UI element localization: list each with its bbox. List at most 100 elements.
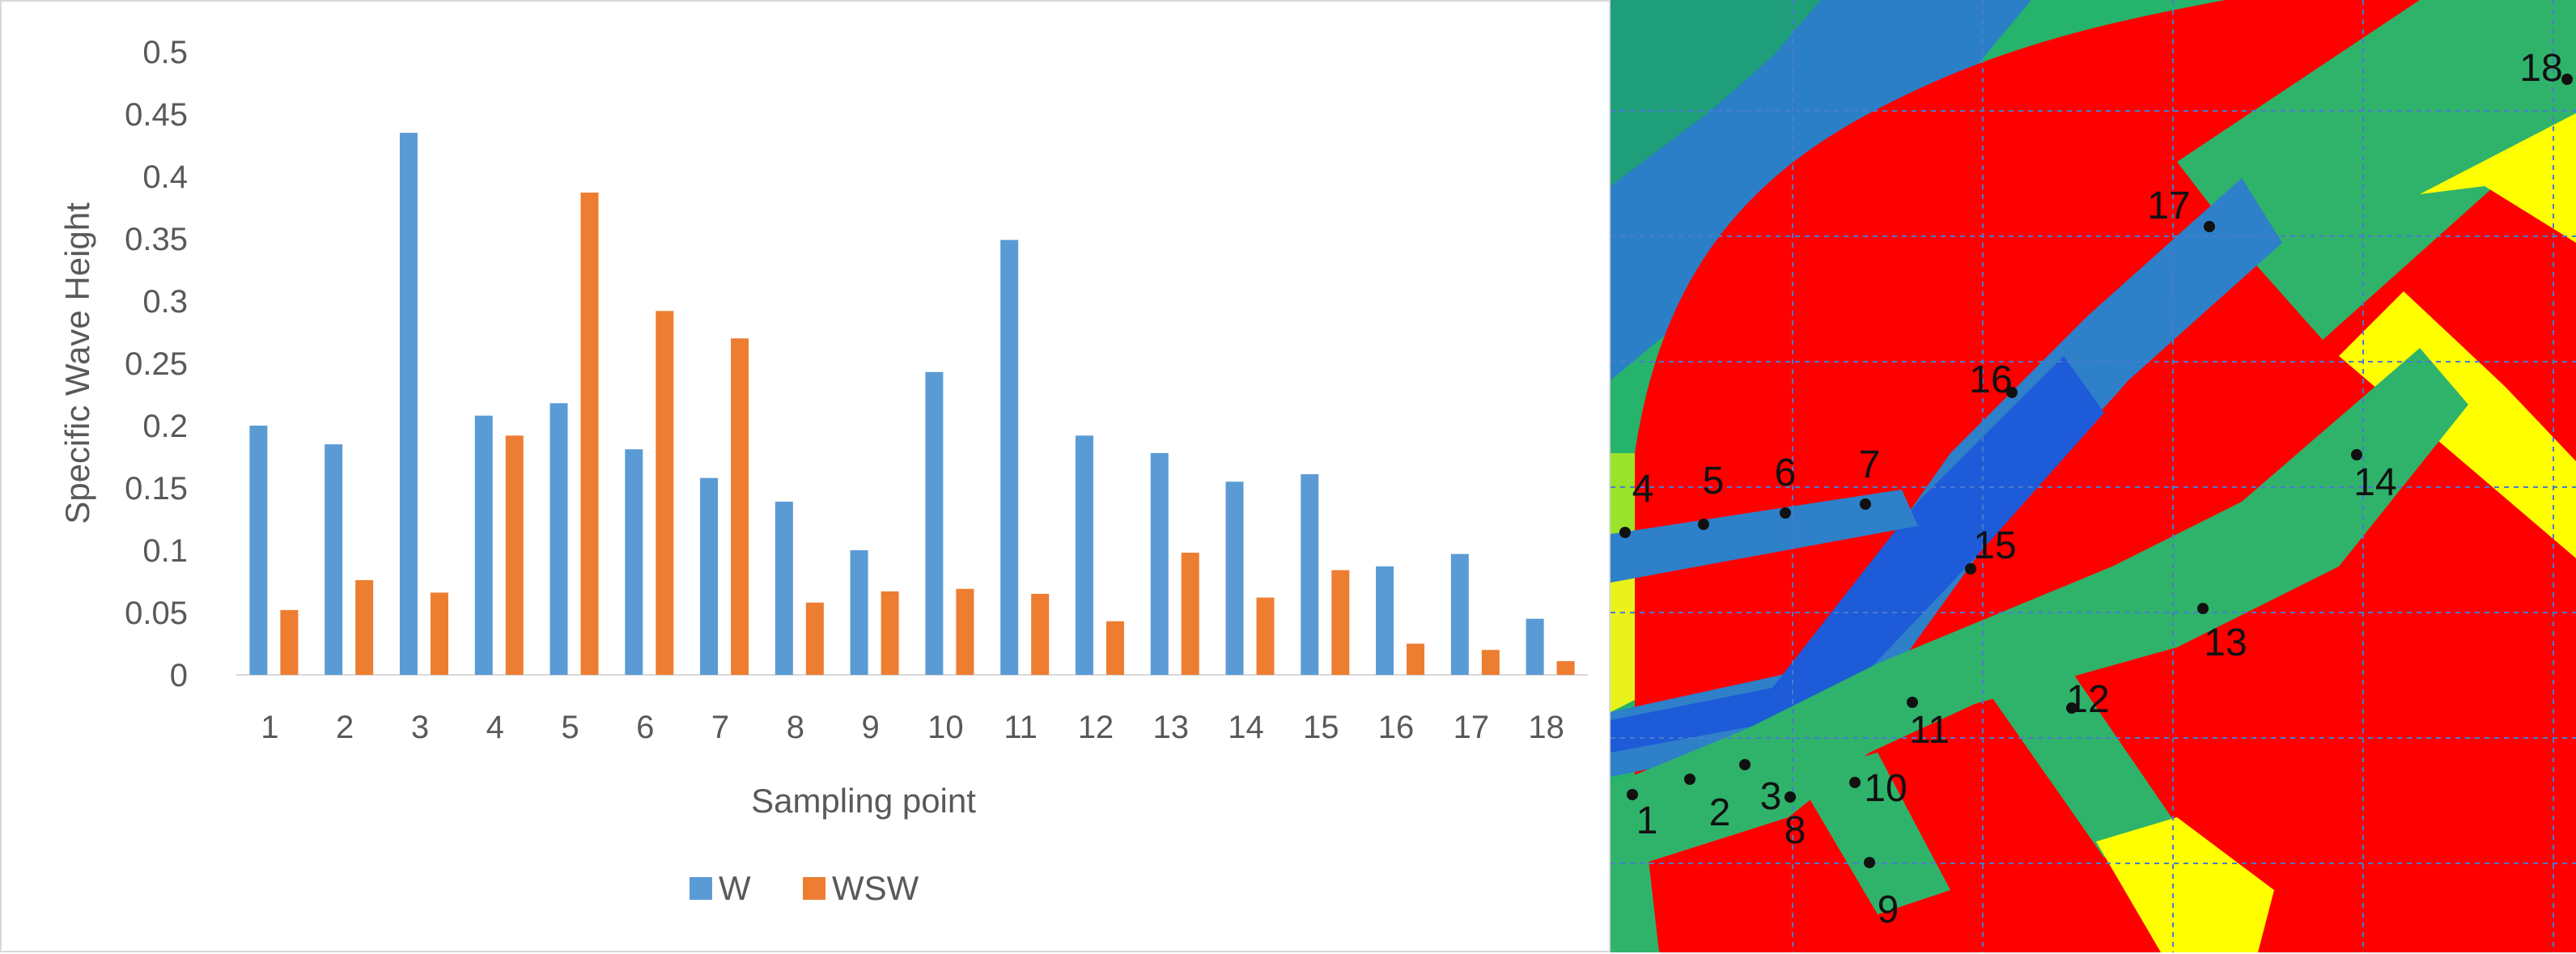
y-tick-label: 0.1 [142, 533, 188, 569]
bar-w-5 [550, 403, 568, 675]
map-grid [1611, 0, 2576, 952]
bar-w-2 [325, 444, 343, 675]
bar-w-17 [1450, 553, 1469, 675]
bar-wsw-17 [1481, 650, 1500, 675]
sampling-point-8 [1785, 791, 1796, 803]
sampling-point-12 [2066, 702, 2077, 714]
bar-chart: 0 0.05 0.1 0.15 0.2 0.25 0.3 0.35 0.4 0.45 0.5 Spec… [58, 35, 1588, 907]
map-panel: 1 2 3 4 5 6 7 8 9 10 11 12 13 14 15 16 17 18 [1611, 0, 2576, 952]
bar-wsw-13 [1181, 553, 1199, 675]
y-tick-label: 0.45 [125, 97, 188, 133]
bar-w-18 [1526, 618, 1544, 675]
sampling-point-label-11: 11 [1909, 709, 1950, 752]
bar-wsw-9 [881, 591, 899, 675]
sampling-point-16 [2006, 387, 2018, 398]
y-axis-title: Specific Wave Height [58, 202, 96, 524]
bar-w-13 [1150, 452, 1169, 675]
sampling-point-label-17: 17 [2147, 184, 2190, 227]
bar-w-6 [625, 449, 643, 675]
legend-swatch-wsw [803, 877, 825, 900]
bar-w-3 [399, 133, 418, 676]
x-tick-label: 9 [861, 710, 879, 745]
bar-w-11 [1000, 240, 1019, 675]
sampling-point-1 [1627, 789, 1638, 800]
legend-label-wsw: WSW [832, 869, 919, 907]
sampling-point-label-14: 14 [2353, 461, 2396, 504]
bar-wsw-6 [656, 311, 674, 675]
x-tick-label: 17 [1454, 710, 1490, 745]
bar-w-16 [1376, 566, 1394, 675]
sampling-point-label-3: 3 [1760, 775, 1782, 818]
bar-w-7 [700, 477, 719, 675]
x-tick-label: 1 [261, 710, 278, 745]
yellow-band-east [2339, 291, 2576, 558]
x-tick-label: 8 [787, 710, 804, 745]
sampling-point-5 [1698, 519, 1709, 530]
chart-panel: 0 0.05 0.1 0.15 0.2 0.25 0.3 0.35 0.4 0.45 0.5 Spec… [0, 0, 1611, 952]
x-tick-label: 2 [336, 710, 354, 745]
sampling-point-2 [1684, 774, 1695, 785]
channel-deep [1611, 356, 2104, 753]
y-tick-label: 0.25 [125, 346, 188, 382]
sampling-point-label-5: 5 [1703, 460, 1725, 502]
sampling-point-label-1: 1 [1636, 799, 1658, 842]
y-tick-label: 0 [170, 658, 188, 693]
sampling-point-18 [2561, 74, 2573, 85]
bar-w-14 [1225, 481, 1244, 675]
y-tick-label: 0.15 [125, 471, 188, 507]
green-breakwater [1611, 348, 2468, 874]
sampling-point-11 [1907, 697, 1918, 708]
x-tick-label: 7 [711, 710, 729, 745]
bar-w-1 [249, 426, 268, 675]
bar-wsw-4 [505, 435, 524, 675]
sampling-point-label-7: 7 [1859, 443, 1881, 486]
bar-wsw-2 [355, 579, 374, 675]
sampling-point-13 [2197, 603, 2209, 614]
y-tick-label: 0.4 [142, 159, 188, 195]
y-tick-label: 0.3 [142, 284, 188, 320]
bar-w-15 [1301, 474, 1319, 675]
water-region-teal [1611, 0, 1821, 186]
sampling-point-17 [2204, 221, 2215, 232]
y-tick-label: 0.05 [125, 596, 188, 631]
bar-wsw-12 [1106, 621, 1124, 675]
y-tick-label: 0.5 [142, 35, 188, 70]
x-axis-title: Sampling point [751, 782, 976, 820]
green-pier-west [1797, 753, 1950, 914]
bar-wsw-3 [430, 592, 448, 675]
bar-wsw-1 [280, 609, 299, 675]
green-shore-sw [1611, 809, 1659, 952]
x-tick-label: 10 [927, 710, 964, 745]
y-tick-label: 0.2 [142, 409, 188, 444]
x-tick-label: 11 [1004, 710, 1038, 745]
bar-w-10 [925, 371, 944, 675]
bar-w-8 [774, 501, 793, 675]
sampling-point-9 [1864, 857, 1875, 868]
side-channel [1611, 490, 1918, 583]
sampling-point-label-12: 12 [2066, 678, 2109, 721]
bar-wsw-16 [1407, 643, 1425, 675]
bar-wsw-5 [580, 193, 599, 675]
sampling-point-label-8: 8 [1785, 809, 1806, 852]
bar-w-4 [474, 415, 493, 675]
x-tick-label: 5 [561, 710, 579, 745]
sampling-point-7 [1860, 498, 1871, 510]
bar-wsw-15 [1331, 570, 1350, 675]
x-tick-label: 3 [411, 710, 429, 745]
bar-wsw-18 [1556, 661, 1575, 675]
sampling-point-label-15: 15 [1973, 524, 2016, 567]
sampling-point-4 [1619, 527, 1631, 538]
sampling-point-label-9: 9 [1878, 888, 1899, 931]
x-tick-label: 15 [1303, 710, 1339, 745]
bar-w-12 [1075, 435, 1093, 675]
bar-w-9 [850, 550, 868, 675]
y-tick-label: 0.35 [125, 222, 188, 257]
sampling-point-label-4: 4 [1632, 468, 1654, 511]
sampling-point-10 [1849, 777, 1861, 788]
sampling-point-label-6: 6 [1775, 452, 1797, 494]
bar-wsw-8 [805, 602, 824, 675]
bar-wsw-10 [956, 588, 974, 675]
legend-swatch-w [690, 877, 712, 900]
